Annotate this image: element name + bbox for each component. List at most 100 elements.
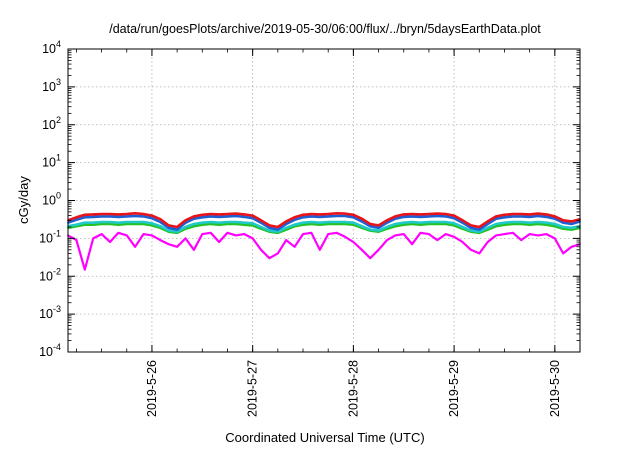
data-point bbox=[285, 226, 288, 229]
data-point bbox=[394, 225, 397, 228]
data-point bbox=[193, 225, 195, 228]
y-tick-base: 10 bbox=[39, 269, 53, 283]
data-point bbox=[260, 221, 262, 224]
data-point bbox=[209, 213, 212, 215]
data-point bbox=[512, 231, 514, 234]
data-point bbox=[327, 233, 330, 236]
data-point bbox=[478, 228, 481, 231]
data-point bbox=[503, 216, 506, 219]
data-point bbox=[209, 223, 212, 225]
data-point bbox=[537, 212, 539, 215]
data-point bbox=[268, 229, 271, 232]
data-point bbox=[553, 217, 556, 220]
data-point bbox=[302, 216, 304, 219]
data-point bbox=[402, 221, 405, 224]
series-line-3 bbox=[67, 222, 581, 235]
data-point bbox=[335, 221, 338, 223]
data-point bbox=[142, 233, 145, 236]
data-point bbox=[117, 221, 120, 224]
data-point bbox=[512, 221, 514, 223]
data-point bbox=[344, 215, 346, 217]
data-point bbox=[327, 223, 330, 225]
data-point bbox=[310, 221, 313, 223]
data-point bbox=[243, 213, 246, 216]
data-point bbox=[503, 221, 506, 224]
data-point bbox=[495, 223, 497, 225]
data-point bbox=[553, 215, 556, 218]
data-point bbox=[335, 223, 338, 225]
y-tick-base: 10 bbox=[39, 307, 53, 321]
data-point bbox=[436, 223, 439, 225]
data-point bbox=[125, 223, 128, 225]
data-point bbox=[142, 221, 145, 223]
data-point bbox=[310, 215, 313, 218]
data-point bbox=[453, 217, 455, 220]
data-point bbox=[209, 215, 212, 218]
data-point bbox=[344, 221, 346, 223]
data-point bbox=[352, 216, 355, 219]
y-axis-label: cGy/day bbox=[16, 176, 31, 224]
data-point bbox=[235, 215, 237, 217]
data-point bbox=[117, 216, 120, 218]
data-point bbox=[537, 215, 539, 217]
data-point bbox=[478, 252, 481, 255]
data-point bbox=[520, 239, 523, 242]
data-point bbox=[335, 212, 338, 215]
data-point bbox=[461, 226, 464, 228]
y-tick-exponent: -4 bbox=[53, 342, 61, 352]
data-point bbox=[235, 234, 237, 237]
data-point bbox=[545, 233, 548, 236]
data-point bbox=[184, 226, 187, 228]
data-point bbox=[570, 223, 573, 225]
data-point bbox=[562, 252, 565, 255]
data-point bbox=[251, 237, 254, 240]
data-point bbox=[75, 223, 78, 226]
data-point bbox=[411, 213, 413, 215]
data-point bbox=[276, 226, 279, 228]
data-point bbox=[386, 221, 388, 224]
y-tick-label: 102 bbox=[42, 115, 61, 132]
data-point bbox=[218, 223, 221, 226]
data-point bbox=[302, 233, 304, 236]
data-point bbox=[562, 219, 565, 222]
x-tick-label: 2019-5-27 bbox=[246, 360, 260, 417]
data-point bbox=[352, 241, 355, 243]
data-point bbox=[528, 221, 531, 224]
data-point bbox=[570, 226, 573, 229]
axis-ticks: 10-410-310-210-11001011021031042019-5-26… bbox=[39, 39, 581, 417]
data-point bbox=[411, 243, 413, 246]
data-point bbox=[92, 216, 95, 218]
data-point bbox=[159, 221, 162, 223]
data-point bbox=[276, 252, 279, 255]
data-point bbox=[553, 223, 556, 225]
data-point bbox=[520, 221, 523, 223]
data-point bbox=[193, 223, 195, 225]
y-tick-label: 104 bbox=[42, 39, 61, 56]
data-point bbox=[503, 233, 506, 236]
y-tick-label: 10-1 bbox=[39, 228, 61, 245]
data-point bbox=[159, 225, 162, 228]
data-point bbox=[100, 221, 103, 223]
data-point bbox=[537, 221, 539, 223]
data-point bbox=[83, 268, 86, 271]
x-tick-label: 2019-5-29 bbox=[447, 360, 461, 417]
data-point bbox=[268, 226, 271, 229]
data-point bbox=[134, 215, 137, 217]
data-point bbox=[512, 215, 514, 218]
data-point bbox=[218, 216, 221, 218]
data-point bbox=[444, 213, 447, 215]
data-point bbox=[486, 223, 489, 225]
data-point bbox=[159, 239, 162, 242]
y-tick-base: 10 bbox=[39, 345, 53, 359]
data-point bbox=[310, 223, 313, 225]
data-point bbox=[562, 221, 565, 224]
data-point bbox=[352, 221, 355, 224]
data-point bbox=[486, 226, 489, 229]
data-point bbox=[402, 213, 405, 216]
chart-title: /data/run/goesPlots/archive/2019-05-30/0… bbox=[109, 22, 541, 36]
data-point bbox=[201, 221, 204, 224]
data-point bbox=[226, 221, 229, 223]
data-point bbox=[495, 225, 497, 228]
data-point bbox=[562, 226, 565, 228]
data-point bbox=[411, 223, 413, 225]
